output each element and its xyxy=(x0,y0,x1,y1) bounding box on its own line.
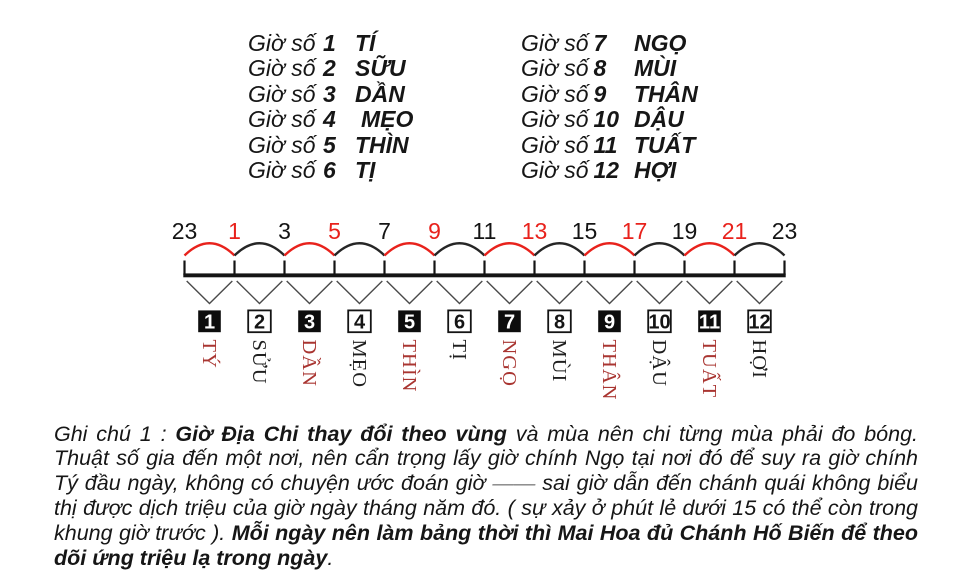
svg-text:23: 23 xyxy=(772,218,798,244)
svg-text:MÙI: MÙI xyxy=(548,340,572,383)
svg-text:1: 1 xyxy=(204,312,215,334)
svg-text:13: 13 xyxy=(522,218,548,244)
svg-text:19: 19 xyxy=(672,218,698,244)
svg-text:17: 17 xyxy=(622,218,648,244)
svg-text:11: 11 xyxy=(473,218,497,244)
svg-text:8: 8 xyxy=(554,312,565,334)
svg-text:THÌN: THÌN xyxy=(398,340,421,393)
svg-text:TUẤT: TUẤT xyxy=(698,340,722,399)
svg-text:THÂN: THÂN xyxy=(598,340,621,401)
svg-text:3: 3 xyxy=(278,218,291,244)
svg-text:9: 9 xyxy=(428,218,441,244)
svg-text:TÝ: TÝ xyxy=(198,340,221,369)
svg-text:5: 5 xyxy=(404,312,415,334)
svg-text:SỬU: SỬU xyxy=(248,340,271,385)
svg-text:15: 15 xyxy=(572,218,598,244)
svg-text:HỢI: HỢI xyxy=(748,340,770,379)
svg-text:5: 5 xyxy=(328,218,341,244)
svg-text:7: 7 xyxy=(504,312,515,334)
svg-text:9: 9 xyxy=(604,312,615,334)
svg-text:23: 23 xyxy=(172,218,198,244)
svg-text:3: 3 xyxy=(304,312,315,334)
svg-text:2: 2 xyxy=(254,312,265,334)
svg-text:DẬU: DẬU xyxy=(648,340,671,387)
svg-text:4: 4 xyxy=(354,312,366,334)
svg-text:10: 10 xyxy=(648,312,670,334)
svg-text:TỊ: TỊ xyxy=(448,340,470,361)
svg-text:7: 7 xyxy=(378,218,391,244)
svg-text:12: 12 xyxy=(748,312,770,334)
svg-text:6: 6 xyxy=(454,312,465,334)
svg-text:NGỌ: NGỌ xyxy=(498,340,520,387)
svg-text:11: 11 xyxy=(699,312,720,334)
svg-text:21: 21 xyxy=(722,218,748,244)
svg-text:MẸO: MẸO xyxy=(348,340,370,389)
svg-text:1: 1 xyxy=(228,218,241,244)
svg-text:DẦN: DẦN xyxy=(298,340,322,387)
